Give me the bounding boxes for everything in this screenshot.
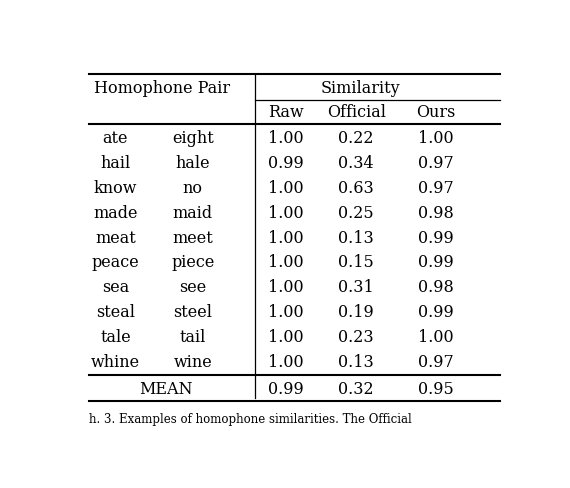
- Text: 0.13: 0.13: [339, 353, 374, 370]
- Text: meet: meet: [172, 229, 213, 246]
- Text: maid: maid: [173, 204, 213, 222]
- Text: 0.97: 0.97: [418, 353, 454, 370]
- Text: eight: eight: [172, 130, 214, 147]
- Text: 0.99: 0.99: [418, 254, 454, 271]
- Text: 1.00: 1.00: [268, 229, 303, 246]
- Text: made: made: [93, 204, 138, 222]
- Text: h. 3. Examples of homophone similarities. The Official: h. 3. Examples of homophone similarities…: [89, 413, 412, 426]
- Text: hail: hail: [100, 155, 131, 172]
- Text: 0.34: 0.34: [339, 155, 374, 172]
- Text: Similarity: Similarity: [321, 80, 400, 97]
- Text: 0.63: 0.63: [339, 180, 374, 197]
- Text: peace: peace: [92, 254, 139, 271]
- Text: 0.25: 0.25: [339, 204, 374, 222]
- Text: 1.00: 1.00: [418, 329, 454, 346]
- Text: wine: wine: [173, 353, 212, 370]
- Text: 0.13: 0.13: [339, 229, 374, 246]
- Text: no: no: [183, 180, 203, 197]
- Text: Raw: Raw: [268, 103, 303, 121]
- Text: 1.00: 1.00: [418, 130, 454, 147]
- Text: tale: tale: [100, 329, 131, 346]
- Text: 0.32: 0.32: [339, 381, 374, 398]
- Text: 1.00: 1.00: [268, 279, 303, 296]
- Text: 0.98: 0.98: [418, 204, 454, 222]
- Text: sea: sea: [102, 279, 129, 296]
- Text: 1.00: 1.00: [268, 204, 303, 222]
- Text: see: see: [179, 279, 206, 296]
- Text: steal: steal: [96, 304, 135, 321]
- Text: 1.00: 1.00: [268, 329, 303, 346]
- Text: 1.00: 1.00: [268, 180, 303, 197]
- Text: 1.00: 1.00: [268, 353, 303, 370]
- Text: 0.23: 0.23: [339, 329, 374, 346]
- Text: 1.00: 1.00: [268, 254, 303, 271]
- Text: hale: hale: [176, 155, 210, 172]
- Text: 0.99: 0.99: [418, 304, 454, 321]
- Text: Ours: Ours: [416, 103, 455, 121]
- Text: 0.99: 0.99: [268, 381, 303, 398]
- Text: whine: whine: [91, 353, 140, 370]
- Text: steel: steel: [173, 304, 212, 321]
- Text: 0.19: 0.19: [339, 304, 374, 321]
- Text: 0.97: 0.97: [418, 180, 454, 197]
- Text: 1.00: 1.00: [268, 130, 303, 147]
- Text: 1.00: 1.00: [268, 304, 303, 321]
- Text: 0.97: 0.97: [418, 155, 454, 172]
- Text: 0.99: 0.99: [268, 155, 303, 172]
- Text: 0.95: 0.95: [418, 381, 454, 398]
- Text: 0.99: 0.99: [418, 229, 454, 246]
- Text: 0.22: 0.22: [339, 130, 374, 147]
- Text: piece: piece: [171, 254, 214, 271]
- Text: tail: tail: [180, 329, 206, 346]
- Text: Official: Official: [327, 103, 386, 121]
- Text: Homophone Pair: Homophone Pair: [93, 80, 230, 97]
- Text: 0.31: 0.31: [339, 279, 374, 296]
- Text: 0.98: 0.98: [418, 279, 454, 296]
- Text: 0.15: 0.15: [339, 254, 374, 271]
- Text: ate: ate: [103, 130, 128, 147]
- Text: MEAN: MEAN: [140, 381, 193, 398]
- Text: meat: meat: [95, 229, 136, 246]
- Text: know: know: [93, 180, 137, 197]
